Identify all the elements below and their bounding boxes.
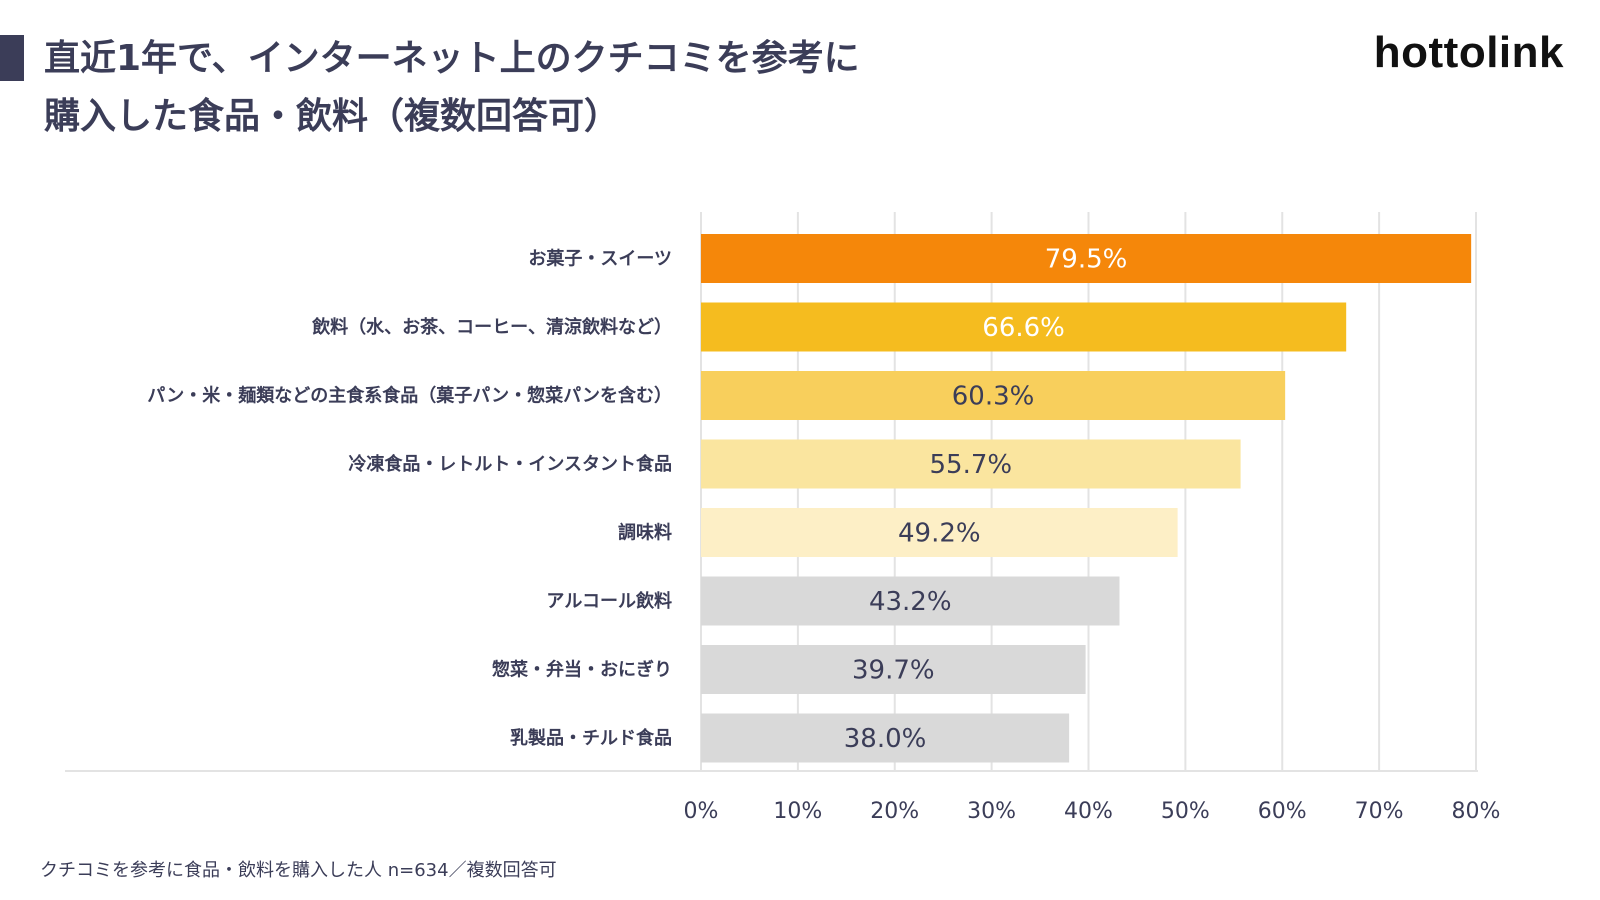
x-tick-label: 20%	[870, 799, 919, 824]
category-label: パン・米・麺類などの主食系食品（菓子パン・惣菜パンを含む）	[147, 385, 672, 407]
category-label: 飲料（水、お茶、コーヒー、清涼飲料など）	[311, 316, 672, 338]
bar	[701, 234, 1472, 283]
title-accent-bar	[0, 35, 24, 81]
data-label: 49.2%	[898, 519, 981, 549]
x-tick-label: 30%	[967, 799, 1016, 824]
category-label: アルコール飲料	[546, 590, 672, 612]
data-label: 39.7%	[852, 656, 935, 686]
data-label: 66.6%	[982, 313, 1065, 343]
hottolink-logo: hottolink	[1373, 28, 1564, 77]
x-tick-label: 80%	[1452, 799, 1501, 824]
x-tick-label: 40%	[1064, 799, 1113, 824]
bar	[701, 645, 1086, 694]
x-tick-label: 0%	[684, 799, 719, 824]
category-label: 乳製品・チルド食品	[510, 727, 672, 749]
bar	[701, 576, 1120, 626]
x-tick-label: 70%	[1355, 799, 1404, 824]
data-label: 79.5%	[1045, 245, 1128, 275]
category-label: 冷凍食品・レトルト・インスタント食品	[348, 453, 672, 475]
bar	[701, 302, 1347, 352]
x-tick-label: 50%	[1161, 799, 1210, 824]
footnote: クチコミを参考に食品・飲料を購入した人 n=634／複数回答可	[40, 860, 557, 881]
category-label: お菓子・スイーツ	[528, 248, 672, 270]
data-label: 55.7%	[929, 450, 1012, 480]
bar	[701, 439, 1241, 489]
bar	[701, 508, 1178, 557]
page-title: 直近1年で、インターネット上のクチコミを参考に 購入した食品・飲料（複数回答可）	[44, 30, 860, 146]
bar	[701, 371, 1286, 420]
x-tick-label: 10%	[773, 799, 822, 824]
title-line-1: 直近1年で、インターネット上のクチコミを参考に	[44, 38, 860, 79]
category-label: 惣菜・弁当・おにぎり	[492, 659, 672, 681]
data-label: 60.3%	[952, 382, 1035, 412]
title-line-2: 購入した食品・飲料（複数回答可）	[44, 96, 621, 137]
x-tick-label: 60%	[1258, 799, 1307, 824]
data-label: 43.2%	[869, 587, 952, 617]
data-label: 38.0%	[844, 724, 927, 754]
bar	[701, 713, 1070, 763]
category-label: 調味料	[618, 522, 672, 544]
